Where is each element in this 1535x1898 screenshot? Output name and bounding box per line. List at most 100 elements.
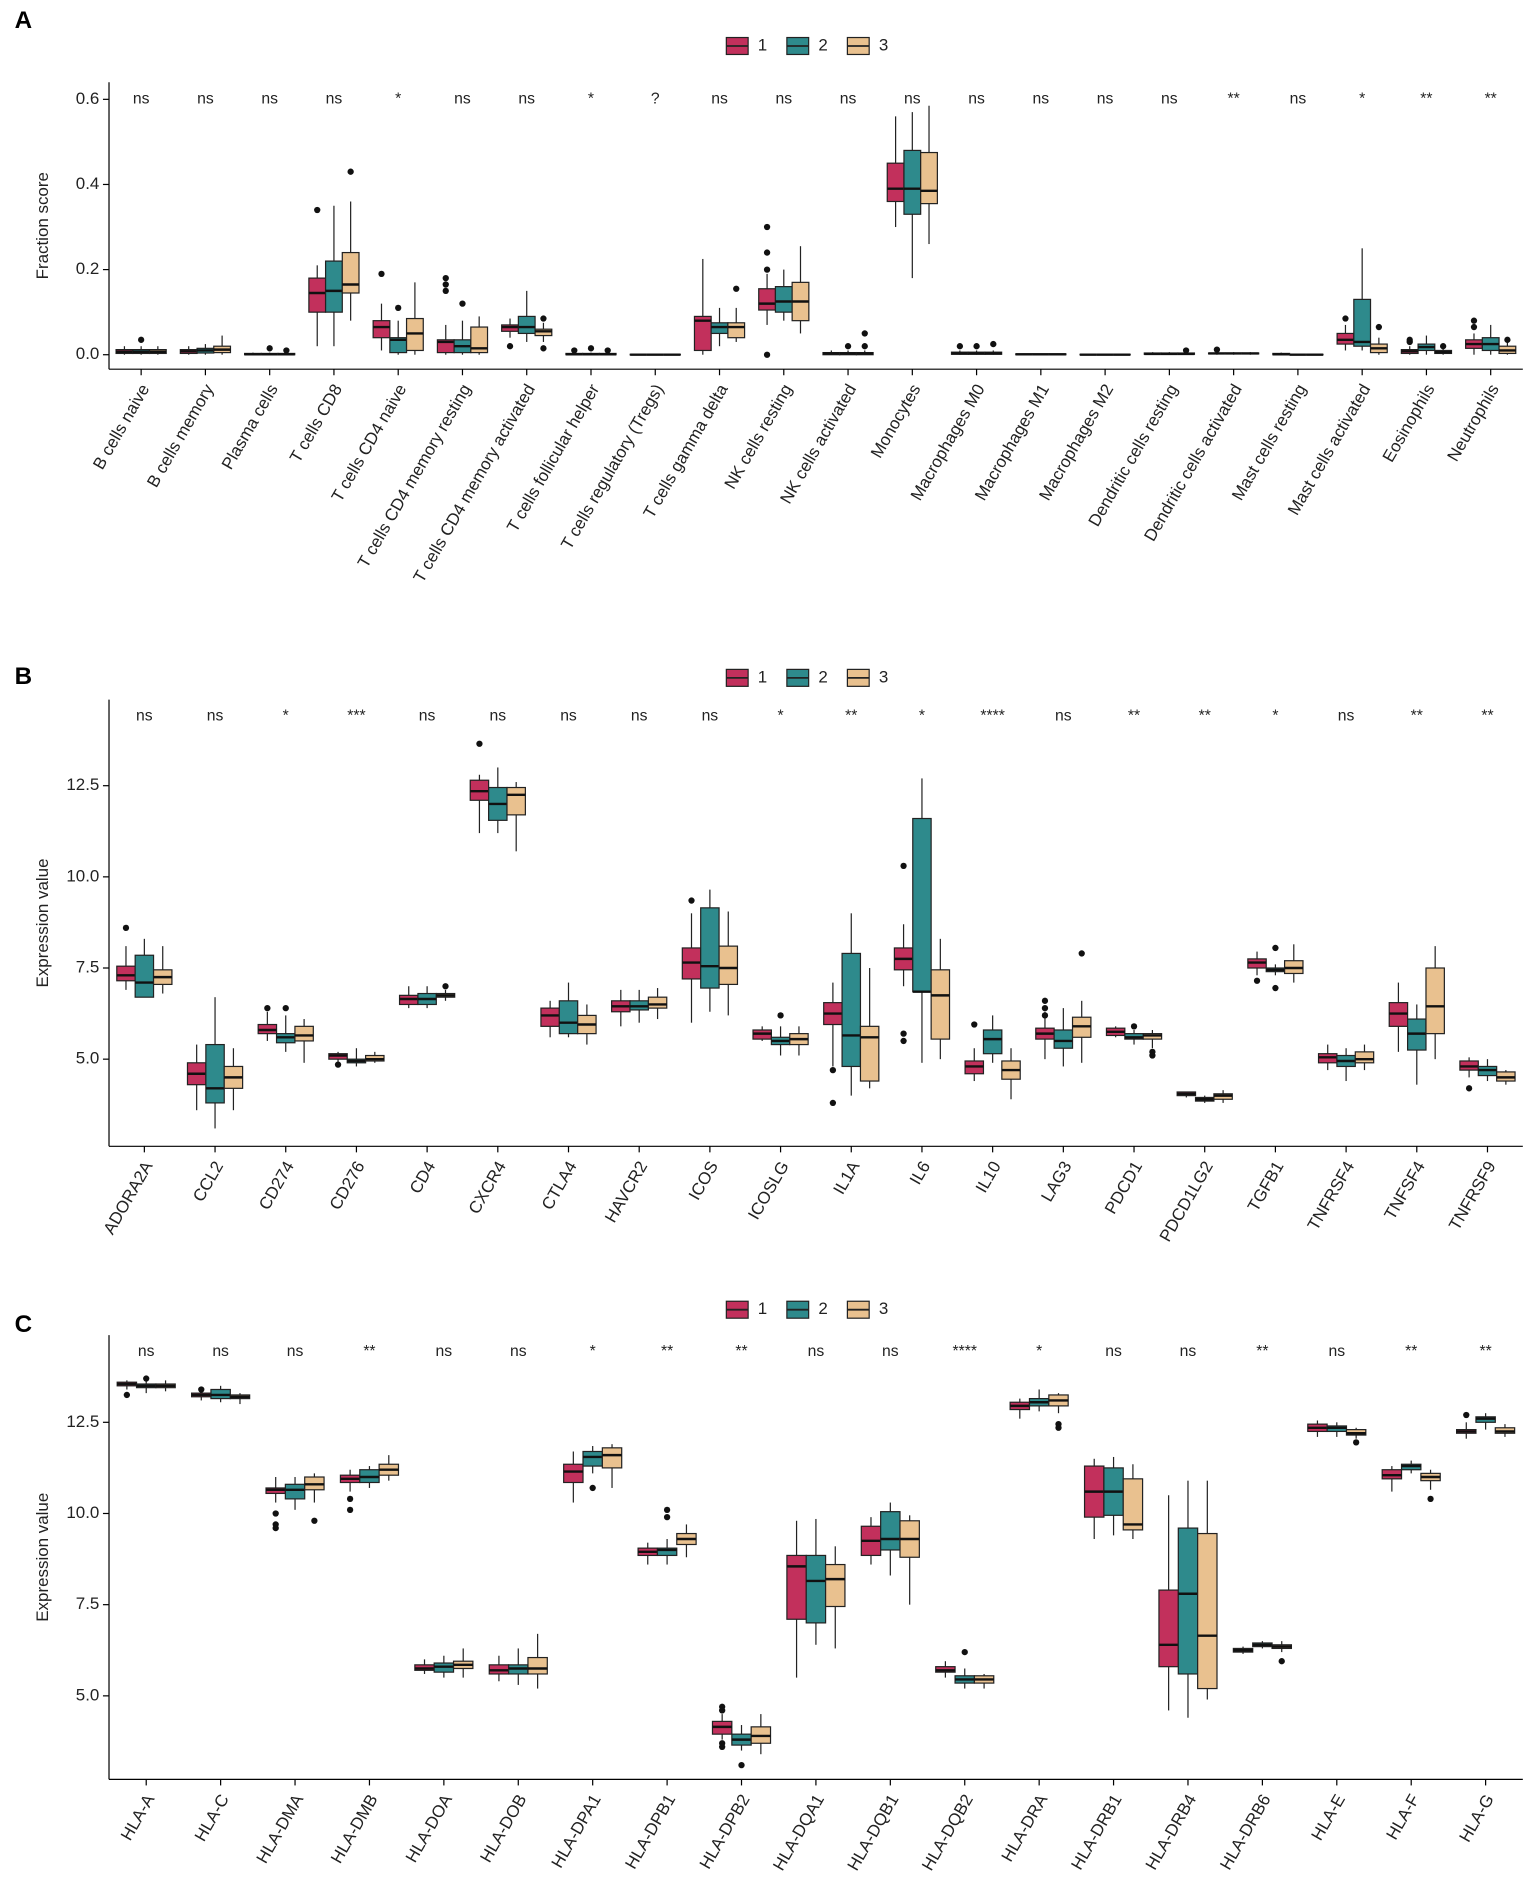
significance-label: ns (904, 90, 921, 107)
box (284, 1483, 306, 1500)
significance-label: ns (1055, 708, 1072, 725)
outlier (1504, 336, 1511, 343)
x-tick-label: HLA-DMA (253, 1790, 308, 1866)
significance-label: ns (138, 1343, 155, 1360)
significance-label: ** (1411, 708, 1423, 725)
x-tick-label: HLA-DRB4 (1142, 1791, 1200, 1873)
box (470, 326, 489, 354)
y-axis-label: Expression value (33, 1493, 52, 1622)
outlier (1182, 347, 1190, 354)
significance-label: * (590, 1343, 596, 1360)
outlier (283, 347, 290, 354)
y-tick-label: 5.0 (76, 1049, 100, 1068)
significance-label: ns (518, 90, 535, 107)
box (805, 1554, 827, 1624)
outlier (738, 1762, 745, 1769)
significance-label: *** (347, 708, 365, 725)
x-tick-label: TGFB1 (1244, 1158, 1288, 1215)
y-tick-label: 0.4 (76, 174, 100, 193)
significance-label: **** (980, 708, 1004, 725)
legend-label: 1 (758, 1299, 767, 1318)
box (601, 1447, 623, 1469)
outlier (961, 1648, 968, 1656)
x-tick-label: NK cells resting (721, 381, 796, 492)
outlier (956, 343, 964, 350)
box (308, 277, 327, 313)
significance-label: ns (490, 708, 507, 725)
x-tick-label: ICOSLG (744, 1158, 792, 1223)
significance-label: ** (1420, 90, 1432, 107)
outlier (1465, 1085, 1473, 1092)
box (1158, 1589, 1179, 1668)
significance-label: ns (510, 1343, 527, 1360)
outlier (604, 347, 611, 354)
x-tick-label: HLA-DRB1 (1067, 1791, 1125, 1873)
box (859, 1025, 880, 1082)
box (558, 1000, 579, 1035)
significance-label: ? (651, 90, 660, 107)
x-tick-label: CD4 (406, 1158, 439, 1197)
outlier (763, 351, 771, 358)
box (982, 1029, 1003, 1055)
outlier (1352, 1439, 1360, 1446)
outlier (506, 343, 514, 350)
outlier (971, 1021, 978, 1028)
x-tick-label: HLA-DOB (476, 1791, 530, 1866)
significance-label: **** (953, 1343, 977, 1360)
outlier (347, 168, 354, 175)
outlier (1463, 1411, 1470, 1419)
outlier (1470, 323, 1478, 331)
y-axis-label: Expression value (33, 858, 52, 987)
significance-label: ns (212, 1343, 229, 1360)
x-tick-label: HLA-DOA (402, 1790, 456, 1865)
significance-label: ns (808, 1343, 825, 1360)
x-tick-label: Neutrophils (1444, 381, 1503, 465)
box (582, 1450, 603, 1467)
outlier (282, 1004, 289, 1012)
significance-label: ** (1485, 90, 1497, 107)
legend-label: 3 (879, 667, 888, 686)
outlier (442, 983, 449, 990)
outlier (587, 345, 595, 352)
outlier (122, 924, 130, 932)
significance-label: ns (1161, 90, 1178, 107)
significance-label: * (588, 90, 594, 107)
significance-label: ns (1033, 90, 1050, 107)
significance-label: ns (702, 708, 719, 725)
x-tick-label: T cells CD4 memory resting (354, 381, 475, 571)
outlier (1078, 950, 1085, 957)
x-tick-label: HLA-DRB6 (1216, 1791, 1274, 1873)
box (1053, 1029, 1074, 1049)
outlier (733, 285, 740, 292)
box (341, 251, 360, 294)
outlier (272, 1524, 279, 1532)
box (563, 1463, 584, 1484)
box-panel: C Expression value 1 2 3 5.0 7.5 10.0 12.5 HLA-A n… (15, 1299, 1523, 1874)
box (758, 288, 777, 311)
outlier (540, 315, 547, 322)
outlier (861, 330, 868, 337)
significance-label: ns (1338, 708, 1355, 725)
y-tick-label: 12.5 (66, 775, 99, 794)
y-tick-label: 0.6 (76, 89, 100, 108)
x-tick-label: HLA-E (1308, 1791, 1349, 1844)
x-tick-label: IL1A (830, 1157, 864, 1197)
significance-label: ** (1256, 1343, 1268, 1360)
outlier (1213, 346, 1221, 353)
box (205, 1043, 225, 1104)
x-tick-label: HAVCR2 (601, 1158, 651, 1226)
x-tick-label: T cells CD8 (286, 381, 346, 466)
x-tick-label: HLA-DPB2 (696, 1791, 754, 1872)
outlier (900, 862, 907, 870)
outlier (198, 1386, 205, 1393)
box (116, 965, 136, 982)
outlier (346, 1495, 354, 1503)
x-tick-label: HLA-DQB2 (918, 1791, 977, 1874)
outlier (1427, 1495, 1434, 1503)
y-tick-label: 10.0 (66, 866, 99, 885)
legend-label: 2 (818, 667, 827, 686)
box (527, 1656, 548, 1675)
box (774, 286, 793, 313)
box (1122, 1478, 1144, 1531)
significance-label: * (283, 708, 289, 725)
